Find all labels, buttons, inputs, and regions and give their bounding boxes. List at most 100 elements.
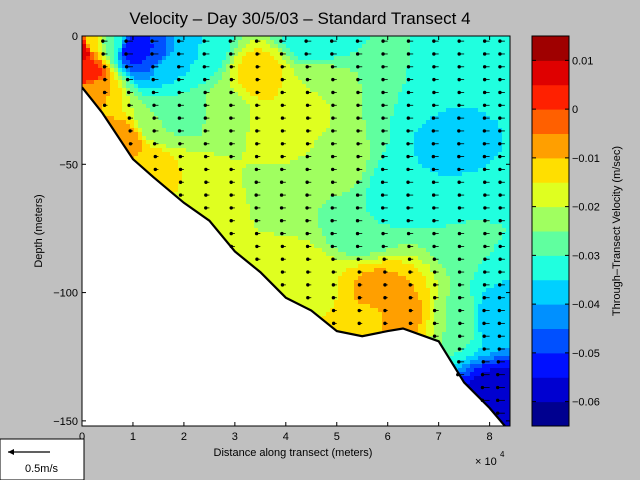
velocity-arrow-head [498,129,502,133]
velocity-arrow-head [457,283,462,287]
velocity-arrow-head [482,167,487,172]
velocity-arrow-head [356,116,360,120]
velocity-arrow-head [432,39,436,43]
velocity-arrow-head [482,129,487,133]
velocity-arrow-head [457,231,462,236]
velocity-arrow-head [357,321,361,326]
velocity-arrow-head [357,296,362,300]
velocity-arrow-head [457,116,461,120]
velocity-arrow-head [255,90,259,95]
velocity-arrow-head [355,193,360,197]
velocity-arrow-head [457,347,462,351]
x-tick-label: 6 [385,431,391,443]
velocity-arrow-head [101,39,105,43]
velocity-arrow-head [330,167,335,172]
velocity-arrow-head [482,347,486,351]
velocity-arrow-head [331,321,336,326]
velocity-arrow-head [407,257,412,261]
velocity-arrow-head [306,270,310,274]
velocity-arrow-head [483,193,487,197]
velocity-arrow-head [177,52,181,56]
velocity-arrow-head [124,39,128,43]
velocity-arrow-head [229,167,233,172]
velocity-arrow-head [458,321,462,326]
velocity-arrow-head [457,142,461,146]
velocity-arrow-head [406,103,411,107]
velocity-arrow-head [102,103,107,107]
velocity-arrow-head [330,231,334,236]
velocity-arrow-head [432,103,436,107]
velocity-arrow-head [482,103,487,107]
x-tick-label: 7 [436,431,442,443]
velocity-arrow-head [305,77,310,82]
x-tick-label: 8 [487,431,493,443]
velocity-arrow-head [406,65,411,69]
velocity-arrow-head [495,385,500,390]
velocity-arrow-head [204,167,208,172]
velocity-arrow-head [482,321,486,326]
velocity-arrow-head [456,372,460,377]
velocity-arrow-head [498,77,502,82]
velocity-arrow-head [254,231,259,236]
velocity-arrow-head [254,39,259,43]
velocity-arrow-head [355,39,360,43]
x-axis: 0 1 2 3 4 5 6 7 8 [79,36,493,443]
velocity-arrow-head [330,193,335,197]
velocity-arrow-head [406,129,410,133]
velocity-arrow-head [406,219,410,223]
velocity-arrow-head [457,244,462,249]
velocity-arrow-head [457,206,462,210]
velocity-arrow-head [482,154,487,159]
velocity-arrow-head [432,77,436,82]
velocity-arrow-head [433,296,437,300]
velocity-arrow-head [229,77,234,82]
velocity-arrow-head [203,142,208,146]
velocity-arrow-head [432,231,436,236]
velocity-arrow-head [78,65,81,68]
velocity-arrow-head [498,244,502,249]
velocity-arrow-head [383,296,387,300]
velocity-arrow-head [229,129,233,133]
velocity-arrow-head [101,52,105,56]
scale-key-arrowhead [8,449,14,455]
velocity-arrow-head [78,39,81,42]
velocity-arrow-head [381,244,386,249]
velocity-arrow-head [331,296,336,300]
velocity-arrow-head [229,142,233,146]
velocity-arrow-head [255,116,259,120]
velocity-arrow-head [457,65,461,69]
velocity-arrow-head [483,270,487,274]
x-tick-label: 1 [130,431,136,443]
velocity-arrow-head [498,206,502,210]
velocity-arrow-head [356,129,360,133]
velocity-arrow-head [457,270,462,274]
velocity-arrow-head [203,90,207,95]
velocity-arrow-head [381,231,385,236]
velocity-arrow-head [329,39,334,43]
velocity-arrow-head [305,167,309,172]
velocity-arrow-head [356,103,360,107]
velocity-arrow-head [177,90,181,95]
velocity-arrow-head [229,52,233,56]
velocity-arrow-head [280,65,284,69]
velocity-arrow-head [330,65,335,69]
velocity-arrow-head [480,398,485,403]
velocity-arrow-head [432,206,436,210]
velocity-arrow-head [254,154,259,159]
velocity-arrow-head [306,296,310,300]
colorbar-tick-label: 0 [572,104,578,116]
velocity-arrow-head [497,347,501,351]
velocity-arrow-head [406,154,410,159]
velocity-arrow-head [408,321,413,326]
velocity-arrow-head [280,244,285,249]
velocity-arrow-head [78,78,81,81]
velocity-arrow-head [381,154,385,159]
velocity-arrow-head [457,52,461,56]
velocity-arrow-head [77,52,80,55]
velocity-arrow-head [304,52,308,56]
velocity-arrow-head [280,257,285,261]
velocity-arrow-head [483,206,487,210]
velocity-arrow-head [254,219,259,223]
velocity-arrow-head [151,65,155,69]
